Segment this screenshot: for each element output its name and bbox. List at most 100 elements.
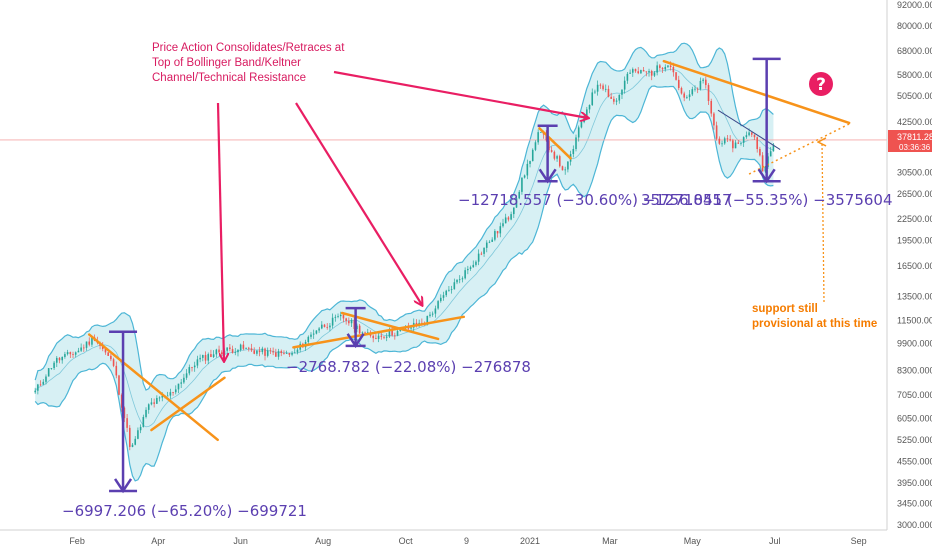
candle-186 [537,129,539,145]
candle-210 [602,83,604,91]
candle-176 [510,211,512,221]
candle-232 [661,67,664,73]
candle-268 [759,146,761,157]
candle-12 [66,349,69,356]
candle-228 [650,69,653,81]
candle-207 [594,89,596,94]
candle-125 [372,334,374,343]
candle-111 [334,314,337,322]
candle-215 [615,98,618,106]
candle-146 [429,311,431,318]
bollinger-lower [34,85,774,482]
candle-33 [123,406,126,423]
y-tick-label-0: 92000.000 [897,0,932,10]
candle-261 [740,142,742,146]
candle-201 [577,125,580,142]
candle-254 [721,140,723,147]
candle-245 [696,87,699,94]
arrow-3 [333,70,588,118]
candle-93 [285,350,288,354]
candle-273 [772,142,775,152]
trend-line-4 [340,311,440,341]
candle-126 [375,334,377,340]
measure-bar-3 [537,124,558,184]
candle-44 [153,398,155,408]
candle-49 [166,391,169,397]
candle-266 [753,134,756,141]
trend-line-3 [292,315,466,349]
candle-132 [391,326,393,337]
candle-154 [450,285,453,294]
candle-4 [45,374,47,385]
candle-53 [177,383,180,394]
candle-123 [366,328,369,334]
candle-59 [193,361,196,372]
candle-247 [702,77,704,84]
candle-13 [69,351,72,358]
candle-39 [139,424,142,434]
candle-255 [723,136,726,145]
y-tick-label-21: 3000.000 [897,520,932,530]
candle-29 [112,357,115,368]
candle-200 [575,134,577,152]
candle-130 [385,333,388,342]
candle-211 [604,84,607,93]
candle-150 [439,294,442,303]
candle-73 [231,345,234,354]
measure-bar-4 [752,57,781,184]
candle-61 [199,354,201,363]
candle-270 [764,165,767,173]
candle-14 [72,351,74,358]
trend-line-5 [538,127,572,160]
current-price-tag: 37811.287 03:36:36 [888,130,932,152]
candle-55 [183,373,185,384]
measure-label-1: −6997.206 (−65.20%) −699721 [62,502,307,520]
x-tick-label-3: Aug [315,536,331,546]
candle-3 [42,379,45,385]
price-axis[interactable]: 92000.000 80000.000 68000.000 58000.000 5050… [886,0,932,550]
candle-209 [599,83,602,89]
candle-116 [348,317,350,326]
candle-155 [453,278,456,290]
candle-252 [715,121,718,141]
annotation-line-2: Top of Bollinger Band/Keltner [152,57,301,69]
x-tick-label-10: Sep [851,536,867,546]
candle-11 [64,351,66,359]
candle-242 [688,89,691,101]
candle-246 [699,77,702,91]
candle-96 [293,347,296,354]
candle-190 [548,137,550,153]
trend-line-1 [87,333,219,442]
candle-52 [174,385,177,395]
candle-271 [767,152,769,169]
candle-153 [448,286,450,292]
candle-166 [483,247,485,257]
candle-220 [629,69,631,74]
candle-164 [477,249,480,266]
candle-40 [142,414,145,428]
candle-163 [475,260,477,267]
candle-184 [531,148,534,162]
candle-37 [134,436,137,446]
drawing-overlays [87,57,851,494]
candle-109 [329,322,331,332]
candle-174 [504,213,507,224]
candle-214 [613,96,615,105]
candle-244 [694,85,696,92]
candle-50 [169,388,172,399]
candle-159 [464,267,466,280]
candle-87 [269,347,272,354]
y-tick-label-13: 9900.000 [897,338,932,348]
candle-223 [637,67,640,75]
candle-152 [445,289,448,298]
candle-208 [596,80,599,96]
candle-68 [218,345,220,354]
candle-178 [515,196,518,208]
y-tick-label-6: 30500.000 [897,168,932,178]
candle-119 [356,323,358,333]
candle-63 [204,351,207,365]
time-axis[interactable]: Feb Apr Jun Aug Oct 9 2021 Mar May Jul Sep [0,529,887,546]
support-note-line-2: provisional at this time [752,318,877,330]
candle-36 [131,442,134,448]
